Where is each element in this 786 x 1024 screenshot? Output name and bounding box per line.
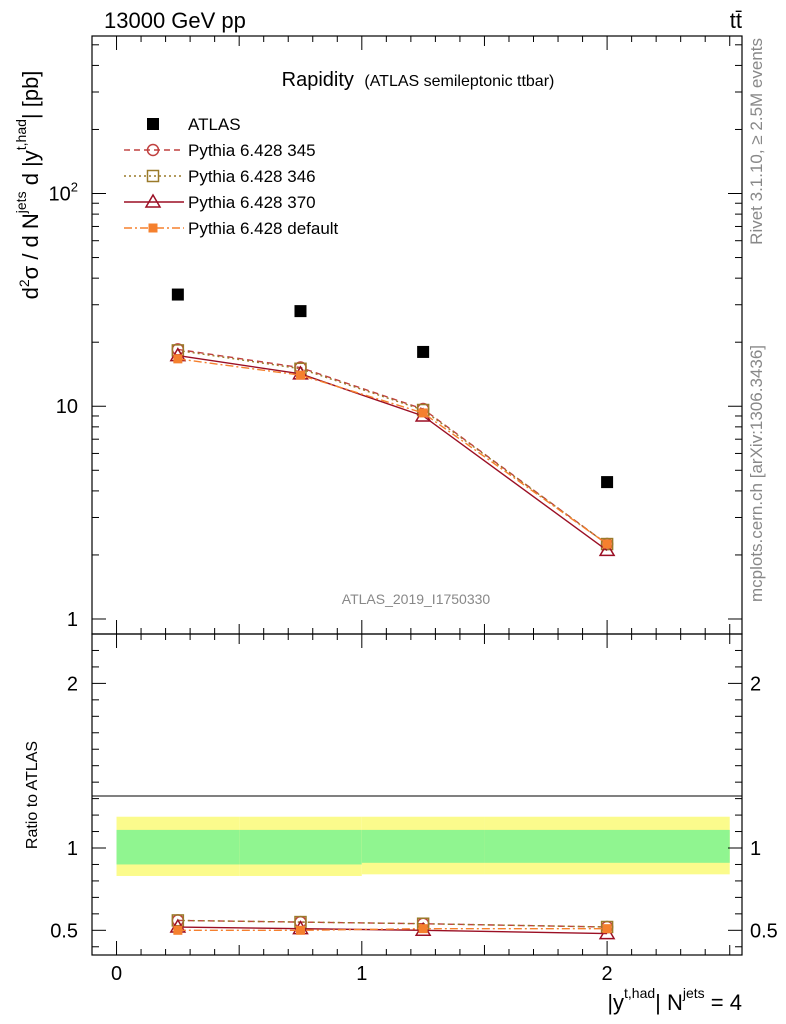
legend-label-3: Pythia 6.428 370	[188, 193, 316, 212]
ratio-axis-ticks: 0.5 0.5 1 1 2 2 0 1 2	[50, 634, 778, 985]
legend: ATLAS Pythia 6.428 345 Pythia 6.428 346 Pyt…	[124, 115, 339, 238]
data-point-0-1	[294, 305, 307, 318]
ratio-line-3	[177, 927, 608, 932]
series-line-1	[177, 348, 608, 545]
ratio-ytick-label-right: 0.5	[750, 920, 778, 942]
main-axis-ticks: 1 10 102	[49, 36, 742, 634]
main-series-group	[169, 288, 616, 557]
ratio-series-group	[169, 914, 616, 940]
ratio-uncertainty-bands	[116, 816, 730, 876]
data-point-4-1	[295, 370, 305, 380]
analysis-watermark: ATLAS_2019_I1750330	[342, 591, 491, 607]
band-green-3	[484, 829, 730, 863]
series-line-3	[177, 354, 608, 552]
ratio-ytick-label-left: 0.5	[50, 920, 78, 942]
ratio-point-3-3	[602, 924, 612, 934]
ratio-line-1	[177, 919, 608, 928]
legend-label-0: ATLAS	[188, 115, 241, 134]
data-point-4-2	[418, 408, 428, 418]
main-ytick-label: 1	[67, 609, 78, 631]
x-tick-label: 2	[602, 963, 613, 985]
legend-label-2: Pythia 6.428 346	[188, 167, 316, 186]
legend-marker-0	[147, 118, 159, 130]
data-point-0-0	[171, 288, 184, 301]
ratio-point-3-0	[173, 925, 183, 935]
ratio-ytick-label-right: 2	[750, 673, 761, 695]
x-axis-label: |yt,had| Njets = 4	[607, 985, 742, 1015]
x-tick-label: 0	[111, 963, 122, 985]
ratio-ytick-label-left: 2	[67, 673, 78, 695]
data-point-3-3	[598, 541, 616, 557]
main-ytick-label-exp: 2	[71, 180, 78, 195]
ratio-panel-frame	[91, 633, 743, 956]
main-y-axis-label: d2σ / d Njets d |yt,had| [pb]	[13, 71, 43, 300]
ratio-y-axis-label: Ratio to ATLAS	[24, 741, 41, 849]
mcplots-label: mcplots.cern.ch [arXiv:1306.3436]	[747, 345, 766, 602]
band-green-2	[361, 829, 485, 863]
band-green-0	[116, 829, 240, 865]
ratio-ytick-label-right: 1	[750, 838, 761, 860]
rivet-version-label: Rivet 3.1.10, ≥ 2.5M events	[747, 38, 766, 245]
data-point-2-3	[600, 537, 614, 551]
plot-title: Rapidity (ATLAS semileptonic ttbar)	[282, 69, 555, 91]
series-line-4	[177, 358, 608, 545]
legend-marker-1	[146, 143, 160, 157]
series-line-2	[177, 349, 608, 545]
data-point-0-3	[601, 476, 614, 489]
title-sub: (ATLAS semileptonic ttbar)	[364, 73, 554, 90]
data-point-4-3	[602, 539, 612, 549]
x-tick-label: 1	[356, 963, 367, 985]
legend-label-4: Pythia 6.428 default	[188, 219, 339, 238]
legend-marker-2	[146, 169, 160, 183]
data-point-4-0	[173, 354, 183, 364]
main-ytick-label: 102	[49, 180, 78, 206]
legend-label-1: Pythia 6.428 345	[188, 141, 316, 160]
band-green-1	[239, 829, 362, 865]
beam-label: 13000 GeV pp	[104, 8, 246, 33]
main-ytick-label: 10	[56, 396, 78, 418]
ratio-point-3-2	[418, 924, 428, 934]
process-label: tt̄	[730, 8, 742, 33]
ratio-point-3-1	[295, 925, 305, 935]
legend-marker-3	[144, 193, 162, 208]
ratio-line-0	[177, 919, 608, 928]
title-main: Rapidity	[282, 69, 354, 91]
ratio-ytick-label-left: 1	[67, 838, 78, 860]
legend-marker-4	[148, 223, 158, 233]
data-point-0-2	[417, 345, 430, 358]
